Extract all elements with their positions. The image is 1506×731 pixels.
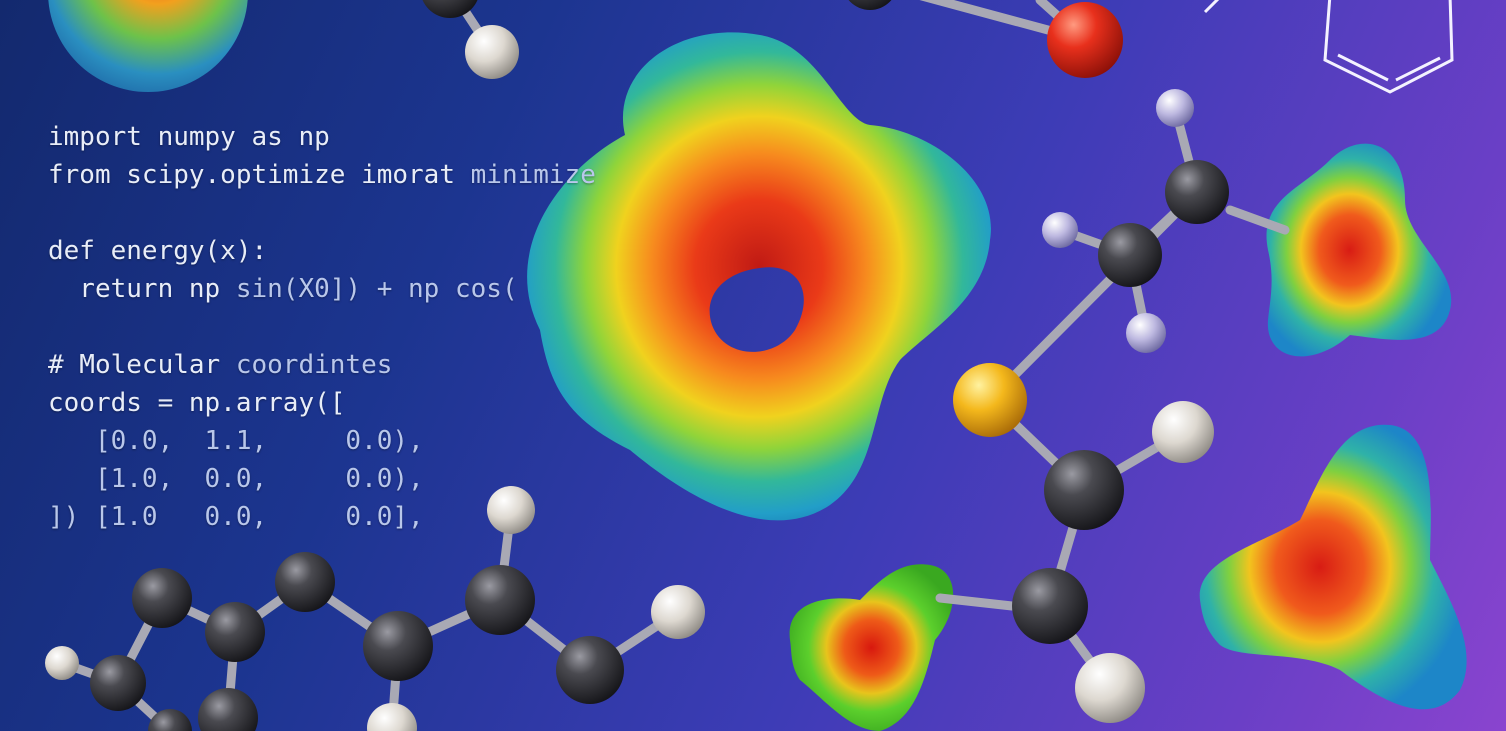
hydrogen-atom (651, 585, 705, 639)
carbon-atom (275, 552, 335, 612)
electrostatic-surface-right (1266, 143, 1452, 357)
code-text-dim: [0.0, 1.1, 0.0), (48, 426, 424, 456)
carbon-atom (198, 688, 258, 731)
electrostatic-surface-bottom-right (1199, 424, 1467, 710)
carbon-atom (1044, 450, 1124, 530)
code-line: [0.0, 1.1, 0.0), (48, 422, 596, 460)
code-text: def energy(x): (48, 236, 268, 266)
bond (935, 593, 1017, 611)
code-text: # Molecular (48, 350, 236, 380)
light-atom (1042, 212, 1078, 248)
hydrogen-atom (45, 646, 79, 680)
code-text-dim: ]) [1.0 0.0, 0.0], (48, 502, 424, 532)
hydrogen-atom (367, 703, 417, 731)
carbon-atom (363, 611, 433, 681)
carbon-atom (90, 655, 146, 711)
bond (1225, 205, 1290, 235)
code-text-dim: coordintes (235, 350, 393, 380)
carbon-atom (556, 636, 624, 704)
code-line (48, 194, 596, 232)
oxygen-atom (1047, 2, 1123, 78)
carbon-atom (132, 568, 192, 628)
light-atom (1126, 313, 1166, 353)
code-text: return np (48, 274, 236, 304)
code-text: coords = np.array([ (48, 388, 346, 418)
sulfur-atom (953, 363, 1027, 437)
code-text: from scipy.optimize imorat (48, 160, 471, 190)
code-line: from scipy.optimize imorat minimize (48, 156, 596, 194)
code-line: def energy(x): (48, 232, 596, 270)
code-line (48, 308, 596, 346)
carbon-atom (148, 709, 192, 731)
carbon-atom (205, 602, 265, 662)
code-line: coords = np.array([ (48, 384, 596, 422)
light-atom (1156, 89, 1194, 127)
hydrogen-atom (465, 25, 519, 79)
code-line: return np sin(X0]) + np cos( (48, 270, 596, 308)
code-line: ]) [1.0 0.0, 0.0], (48, 498, 596, 536)
code-text-dim: sin(X0]) + np cos( (235, 274, 518, 304)
carbon-atom (848, 0, 892, 10)
atom-group (45, 0, 1229, 731)
bond (985, 187, 1202, 405)
python-code-snippet: import numpy as np from scipy.optimize im… (48, 118, 596, 536)
code-line: # Molecular coordintes (48, 346, 596, 384)
carbon-atom (1012, 568, 1088, 644)
electrostatic-surface-large (527, 32, 991, 521)
code-text-dim: [1.0, 0.0, 0.0), (48, 464, 424, 494)
electrostatic-surface-green (789, 564, 954, 731)
hydrogen-atom (487, 486, 535, 534)
carbon-atom (422, 0, 478, 18)
code-text-dim: minimize (470, 160, 596, 190)
code-line: [1.0, 0.0, 0.0), (48, 460, 596, 498)
carbon-atom (465, 565, 535, 635)
code-text: import numpy as np (48, 122, 330, 152)
carbon-atom (1165, 160, 1229, 224)
hydrogen-atom (1075, 653, 1145, 723)
hydrogen-atom (1152, 401, 1214, 463)
code-line: import numpy as np (48, 118, 596, 156)
benzene-ring-drawing (1203, 0, 1454, 94)
surface-sphere-top-left (48, 0, 248, 92)
carbon-atom (1098, 223, 1162, 287)
